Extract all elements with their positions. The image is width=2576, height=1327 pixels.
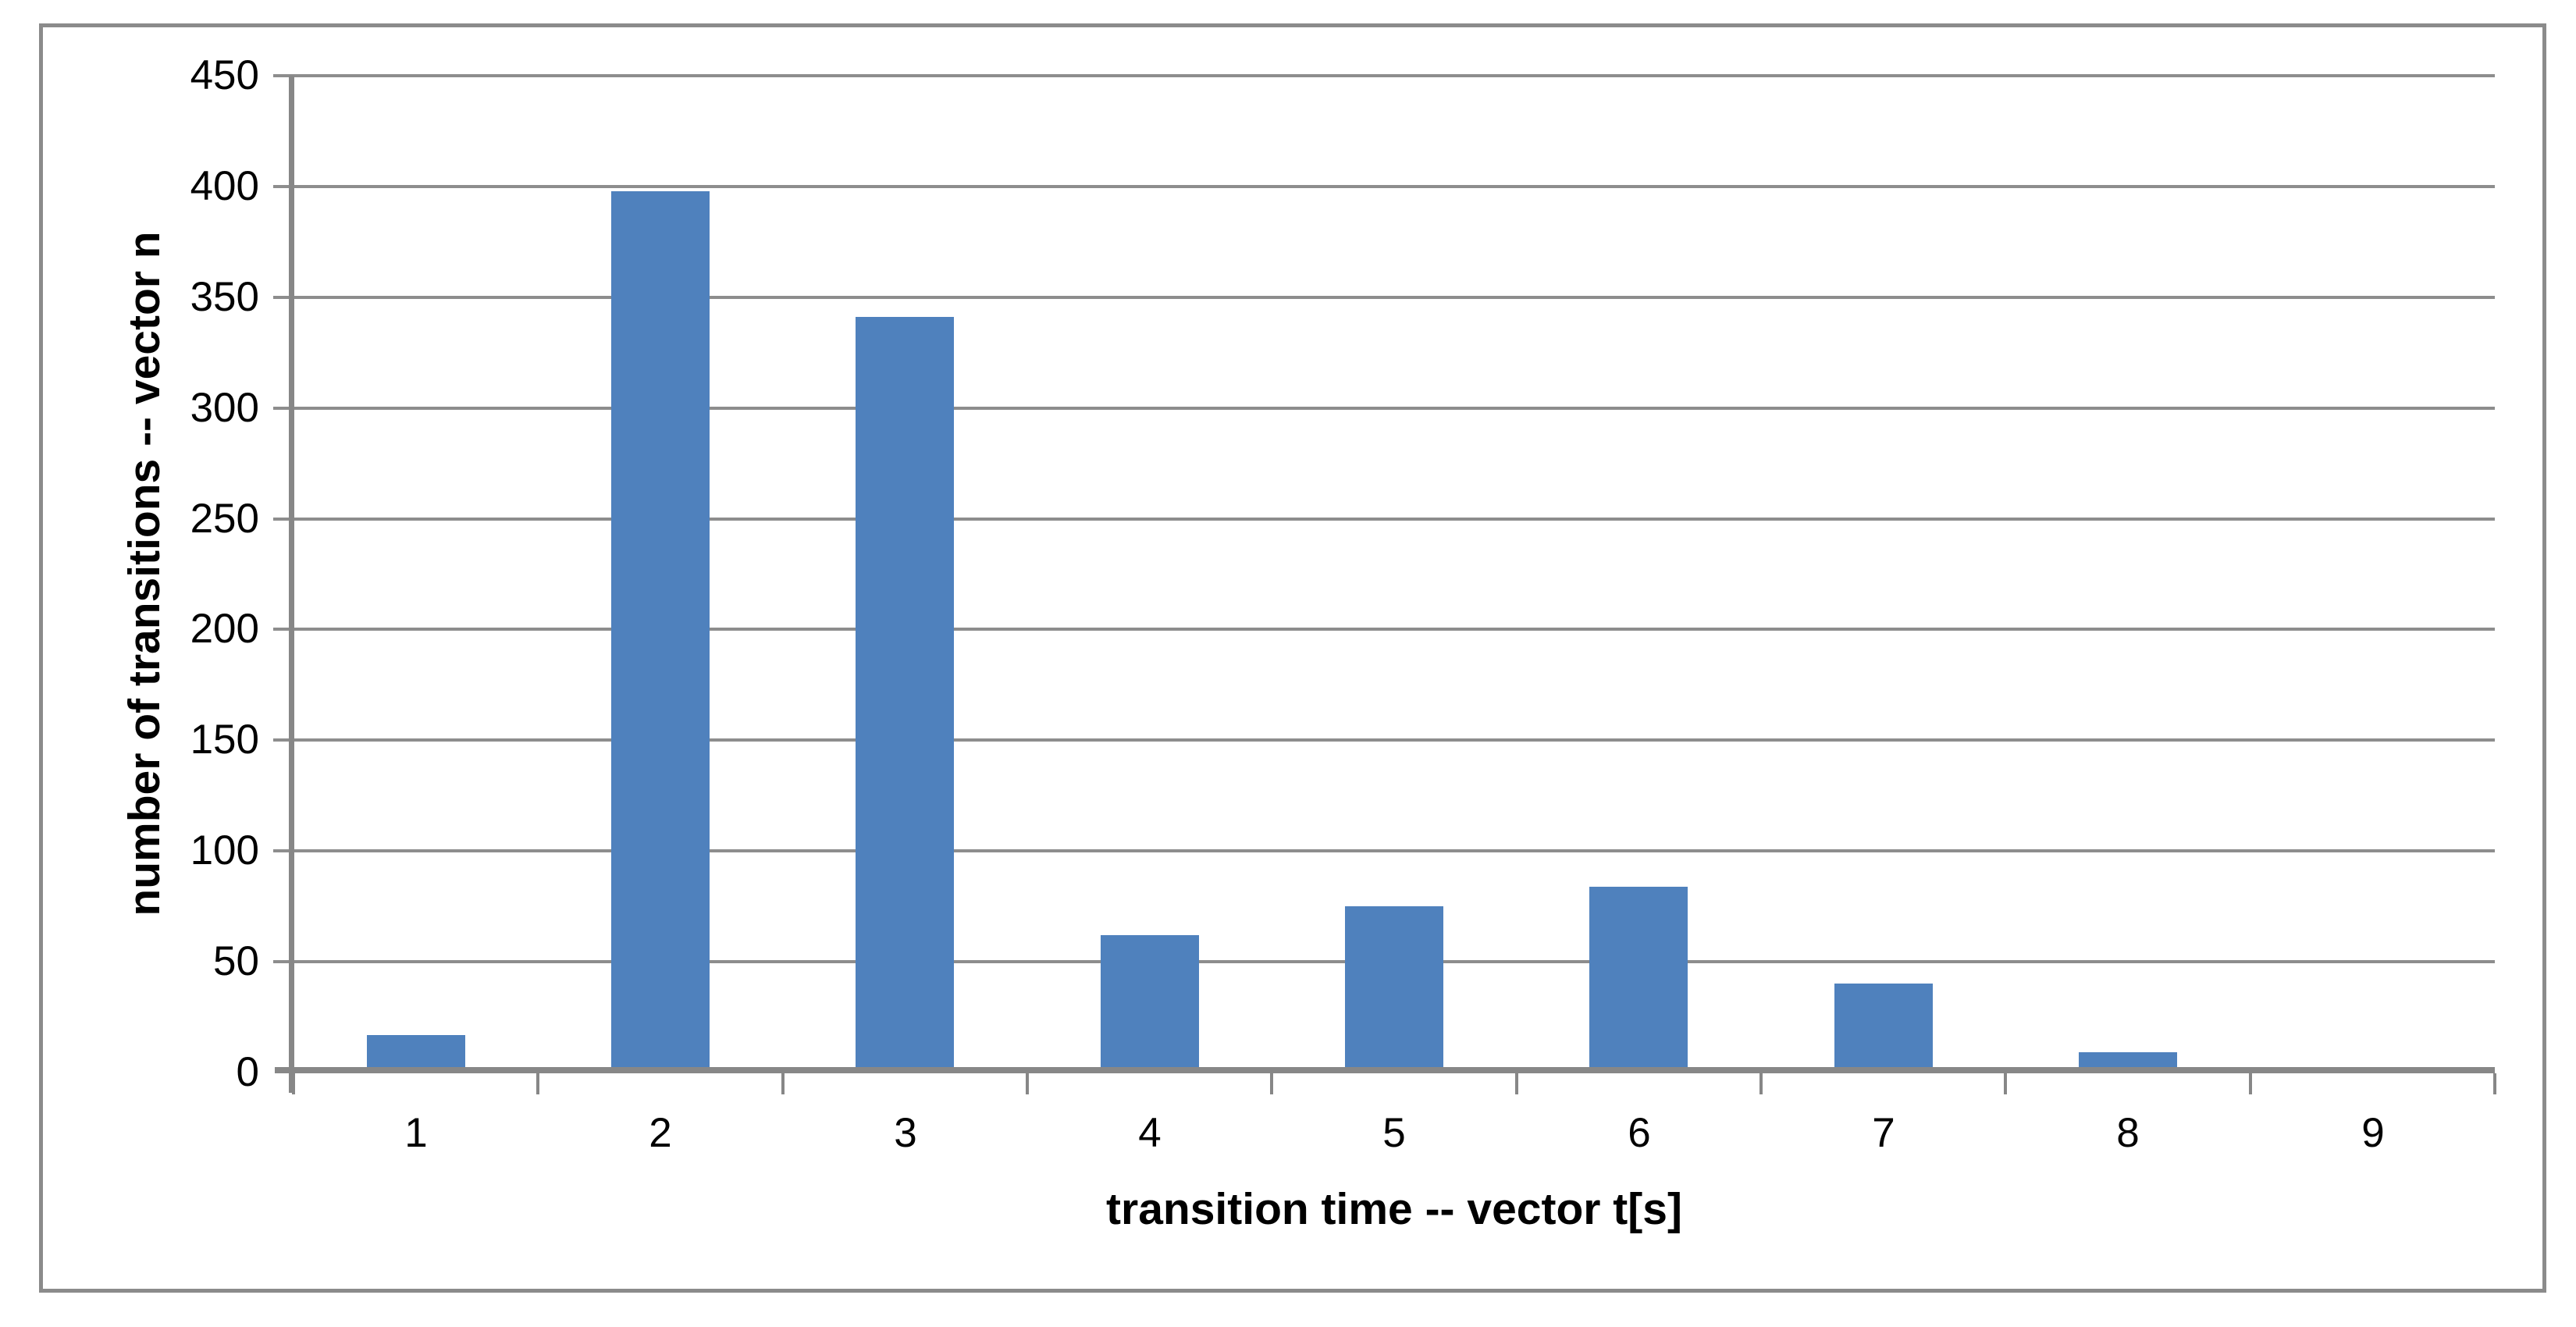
gridline [294, 738, 2495, 742]
x-tick-mark [1759, 1073, 1763, 1094]
x-tick-label: 7 [1872, 1110, 1895, 1156]
x-tick-mark [1515, 1073, 1518, 1094]
y-tick-label: 0 [236, 1049, 259, 1095]
x-tick-label: 5 [1382, 1110, 1406, 1156]
gridline [294, 406, 2495, 410]
x-tick-mark [536, 1073, 539, 1094]
gridline [294, 74, 2495, 77]
y-tick-mark [273, 517, 294, 521]
x-axis-title: transition time -- vector t[s] [1106, 1184, 1682, 1234]
y-tick-label: 450 [190, 52, 259, 98]
y-tick-label: 150 [190, 717, 259, 763]
x-tick-label: 3 [894, 1110, 917, 1156]
y-axis-line [289, 76, 294, 1093]
y-tick-mark [273, 738, 294, 742]
gridline [294, 517, 2495, 521]
bar [367, 1035, 465, 1073]
x-tick-label: 9 [2361, 1110, 2385, 1156]
bar [1589, 887, 1688, 1073]
chart-outer-border [39, 23, 2546, 1293]
x-tick-label: 6 [1628, 1110, 1651, 1156]
bar [1345, 906, 1443, 1073]
y-tick-label: 100 [190, 827, 259, 874]
x-tick-label: 4 [1138, 1110, 1162, 1156]
y-axis-title: number of transitions -- vector n [119, 231, 169, 916]
x-tick-mark [2493, 1073, 2496, 1094]
gridline [294, 295, 2495, 299]
y-tick-mark [273, 295, 294, 299]
bar [611, 191, 710, 1073]
x-tick-label: 2 [649, 1110, 672, 1156]
x-tick-label: 8 [2116, 1110, 2140, 1156]
y-tick-mark [273, 406, 294, 410]
y-tick-label: 250 [190, 495, 259, 542]
x-tick-mark [2004, 1073, 2007, 1094]
gridline [294, 184, 2495, 188]
y-tick-mark [273, 628, 294, 631]
x-tick-label: 1 [404, 1110, 428, 1156]
y-tick-label: 350 [190, 273, 259, 320]
y-tick-label: 200 [190, 606, 259, 653]
x-tick-mark [781, 1073, 785, 1094]
gridline [294, 849, 2495, 853]
y-tick-label: 50 [213, 938, 259, 985]
x-tick-mark [2249, 1073, 2252, 1094]
y-tick-mark [273, 74, 294, 77]
y-tick-mark [273, 184, 294, 188]
bar [856, 317, 954, 1073]
y-tick-label: 400 [190, 162, 259, 209]
x-axis-line [275, 1067, 2495, 1073]
x-tick-mark [1270, 1073, 1273, 1094]
x-tick-mark [1026, 1073, 1029, 1094]
y-tick-label: 300 [190, 384, 259, 431]
bar [1834, 984, 1933, 1073]
x-tick-mark [292, 1073, 295, 1094]
y-tick-mark [273, 960, 294, 964]
bar [1101, 935, 1199, 1073]
y-tick-mark [273, 849, 294, 853]
gridline [294, 628, 2495, 631]
